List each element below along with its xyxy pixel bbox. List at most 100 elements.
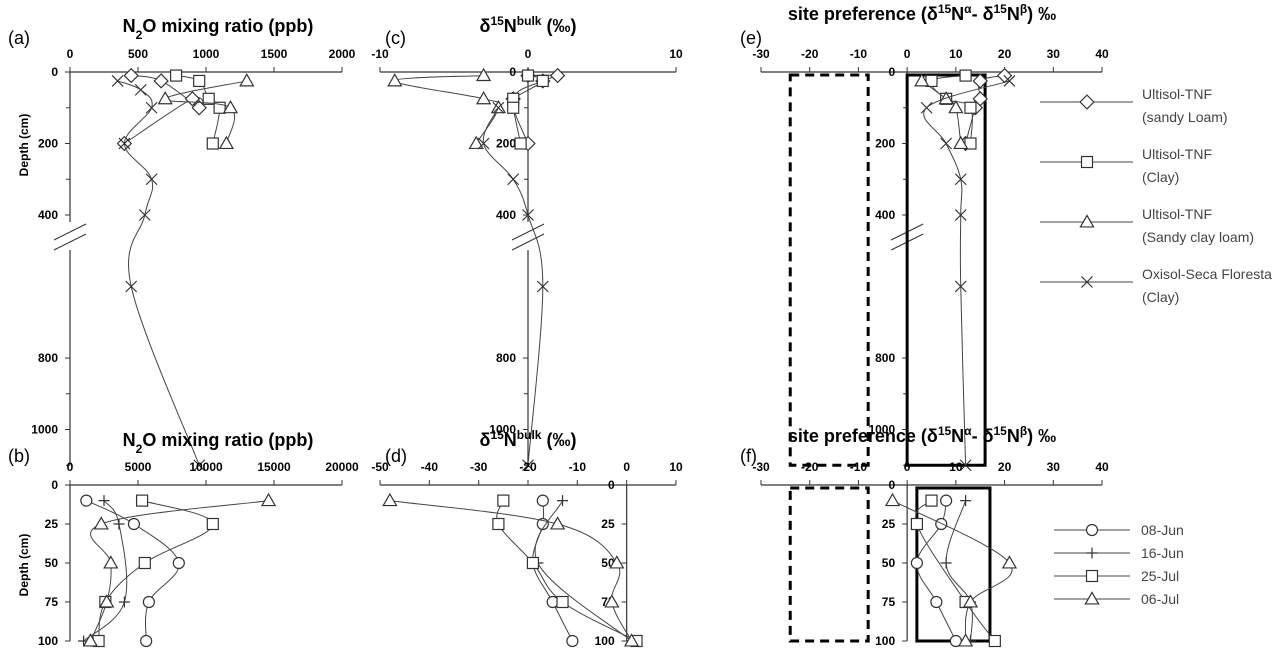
x-tick-label: -30 (470, 460, 488, 474)
x-tick-label: 20 (998, 460, 1012, 474)
x-tick-label: -20 (801, 47, 819, 61)
data-point (959, 69, 972, 82)
chart-title: N2O mixing ratio (ppb) (123, 430, 314, 456)
data-point (556, 595, 569, 609)
x-tick-label: 0 (904, 460, 911, 474)
x-tick-label: -50 (371, 460, 389, 474)
data-point (507, 173, 520, 186)
data-point (930, 595, 943, 609)
y-tick-label: 100 (595, 634, 615, 648)
legend-label: Ultisol-TNF (1142, 206, 1212, 222)
data-point (536, 494, 549, 507)
y-tick-label: 400 (496, 208, 516, 222)
legend-marker (1080, 155, 1094, 169)
data-point (925, 494, 938, 507)
legend-marker (1085, 569, 1099, 583)
y-tick-label: 100 (38, 634, 58, 648)
x-tick-label: 2000 (329, 47, 356, 61)
x-tick-label: -30 (752, 47, 770, 61)
y-tick-label: 200 (496, 137, 516, 151)
data-point (959, 459, 972, 472)
x-tick-label: 20000 (325, 460, 359, 474)
data-point (514, 137, 527, 150)
range-box-dashed (788, 486, 870, 643)
y-tick-label: 25 (45, 517, 59, 531)
y-tick-label: 50 (45, 556, 59, 570)
data-point (953, 135, 969, 150)
x-tick-label: -10 (850, 47, 868, 61)
y-tick-label: 75 (882, 595, 896, 609)
data-point (118, 137, 131, 150)
data-point (127, 517, 141, 531)
y-tick-label: 1000 (31, 423, 58, 437)
data-point (142, 595, 155, 609)
data-point (206, 137, 219, 150)
y-tick-label: 400 (38, 208, 58, 222)
chart-title: δ15Nbulk (‰) (480, 14, 577, 36)
legend-label: Ultisol-TNF (1142, 146, 1212, 162)
y-tick-label: 1000 (868, 423, 895, 437)
legend-marker (1079, 94, 1095, 110)
legend-marker (1079, 214, 1095, 228)
data-point (153, 73, 169, 89)
y-tick-label: 0 (51, 65, 58, 79)
range-box-solid (905, 73, 987, 467)
data-point (468, 135, 484, 150)
data-point (557, 495, 569, 507)
data-point (140, 634, 153, 648)
data-point (972, 73, 988, 89)
y-axis-label: Depth (cm) (17, 114, 31, 177)
x-tick-label: 1000 (193, 47, 220, 61)
legend-marker (1085, 523, 1099, 537)
y-tick-label: 50 (882, 556, 896, 570)
series-line (389, 500, 633, 642)
x-tick-label: -10 (569, 460, 587, 474)
data-point (910, 517, 923, 531)
panel-label: (d) (385, 446, 407, 466)
y-tick-label: 800 (875, 351, 895, 365)
chart-title: N2O mixing ratio (ppb) (123, 16, 314, 42)
data-point (1003, 75, 1016, 87)
y-axis-label: Depth (cm) (17, 534, 31, 597)
x-tick-label: 20 (998, 47, 1012, 61)
data-point (193, 74, 206, 88)
data-point (566, 634, 579, 648)
data-point (521, 69, 535, 82)
data-point (260, 492, 277, 507)
legend-label: (Clay) (1142, 289, 1179, 305)
series-line (394, 75, 500, 144)
data-point (113, 518, 125, 530)
legend-label: Oxisol-Seca Floresta (1142, 266, 1272, 282)
data-point (172, 556, 185, 570)
data-point (940, 557, 952, 569)
data-point (507, 101, 520, 114)
data-point (239, 73, 255, 87)
series-line (98, 500, 214, 642)
x-tick-label: -30 (752, 460, 770, 474)
y-tick-label: 0 (888, 65, 895, 79)
series-line (482, 107, 544, 466)
data-point (536, 280, 549, 293)
legend-label: (Clay) (1142, 169, 1179, 185)
legend-marker (1086, 547, 1098, 559)
panel-b: (b) N2O mixing ratio (ppb) Depth (cm) 0 5000… (8, 430, 359, 648)
x-tick-label: 15000 (257, 460, 291, 474)
data-point (522, 459, 534, 472)
y-tick-label: 0 (888, 478, 895, 492)
panel-e: (e) site preference (δ15Nα- δ15Nβ) ‰ -30 -2… (740, 2, 1109, 472)
data-point (954, 173, 967, 186)
legend-marker (1081, 276, 1093, 288)
series-line (512, 74, 559, 144)
panel-label: (b) (8, 446, 30, 466)
x-tick-label: 1500 (261, 47, 288, 61)
panel-d: (d)δ15Nbulk (‰)-50-40-30-20-100100255075… (371, 428, 683, 648)
x-tick-label: 10 (949, 47, 963, 61)
x-tick-label: 5000 (125, 460, 152, 474)
axis-break-mark (511, 223, 545, 241)
x-tick-label: 40 (1095, 47, 1109, 61)
data-point (82, 633, 99, 647)
panel-label: (e) (740, 28, 762, 48)
panel-label: (f) (740, 446, 757, 466)
series-line (496, 500, 637, 642)
x-tick-label: 0 (67, 47, 74, 61)
